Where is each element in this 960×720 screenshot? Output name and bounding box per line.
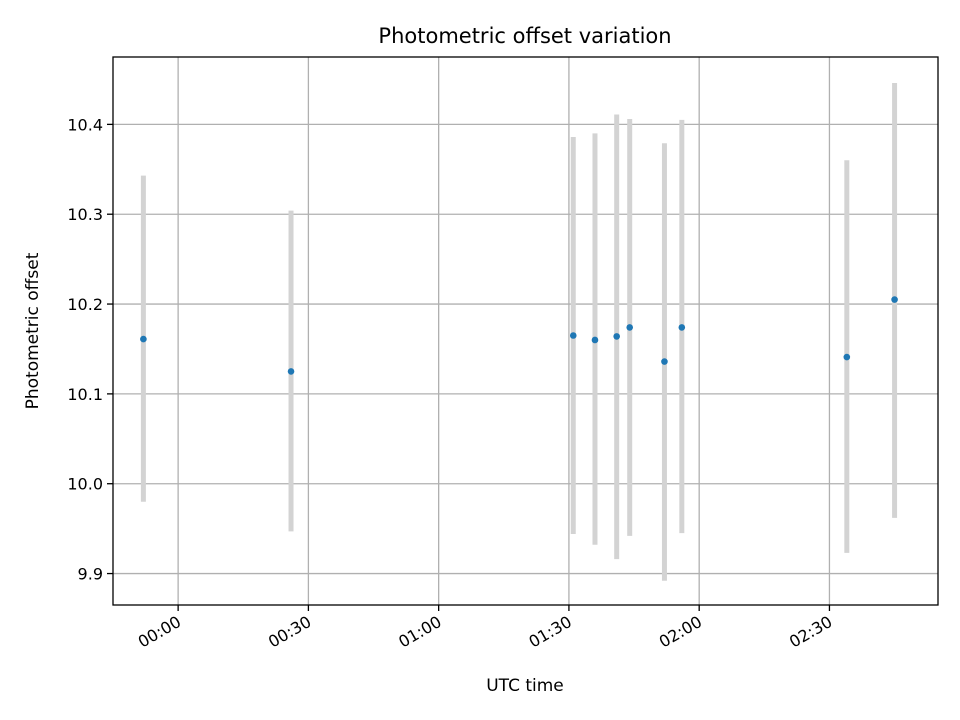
plot-frame: [112, 56, 939, 606]
y-tick-label: 10.4: [67, 115, 103, 134]
data-point: [661, 358, 668, 365]
y-axis-label: Photometric offset: [23, 252, 43, 409]
data-point: [613, 333, 620, 340]
grid: [113, 57, 938, 605]
data-point: [140, 335, 147, 343]
data-point: [569, 332, 577, 339]
data-point: [843, 353, 851, 361]
data-point: [891, 296, 898, 303]
y-tick-label: 10.0: [67, 475, 103, 494]
y-tick-label: 10.3: [67, 205, 103, 224]
y-axis: 9.9 10.0 10.1 10.2 10.3 10.4: [67, 115, 113, 584]
y-tick-label: 10.2: [67, 295, 103, 314]
data-points: [140, 296, 898, 375]
data-point: [287, 368, 295, 375]
x-axis-label: UTC time: [486, 676, 564, 696]
data-point: [626, 324, 634, 331]
chart-title: Photometric offset variation: [378, 24, 671, 48]
data-point: [678, 324, 686, 331]
y-tick-label: 10.1: [67, 385, 103, 404]
y-tick-label: 9.9: [78, 565, 103, 584]
data-point: [591, 336, 599, 344]
